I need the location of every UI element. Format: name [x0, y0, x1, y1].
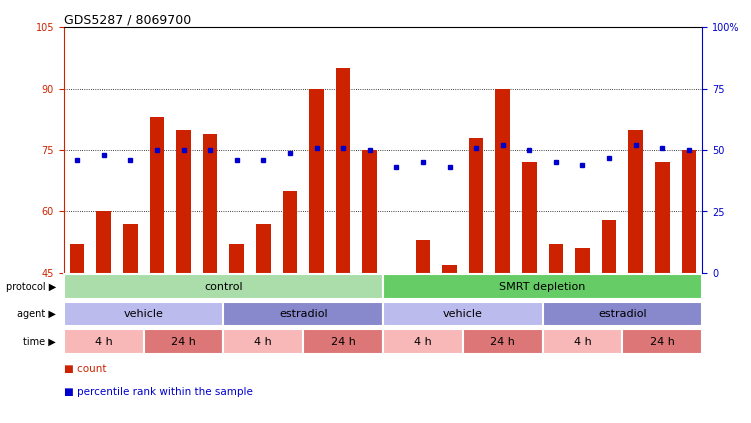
Text: GDS5287 / 8069700: GDS5287 / 8069700 — [64, 14, 191, 26]
Bar — [64, 274, 383, 299]
Text: 24 h: 24 h — [490, 337, 515, 346]
Bar — [282, 191, 297, 273]
Bar — [383, 302, 542, 327]
Bar — [363, 150, 377, 273]
Text: ■ count: ■ count — [64, 364, 107, 374]
Bar — [383, 274, 702, 299]
Bar — [463, 329, 542, 354]
Bar — [629, 130, 643, 273]
Bar — [548, 244, 563, 273]
Text: estradiol: estradiol — [279, 309, 327, 319]
Bar — [70, 244, 84, 273]
Text: estradiol: estradiol — [598, 309, 647, 319]
Bar — [602, 220, 617, 273]
Bar — [655, 162, 670, 273]
Text: protocol ▶: protocol ▶ — [5, 282, 56, 291]
Text: SMRT depletion: SMRT depletion — [499, 282, 586, 291]
Bar — [442, 265, 457, 273]
Bar — [623, 329, 702, 354]
Bar — [224, 329, 303, 354]
Bar — [522, 162, 537, 273]
Bar — [64, 302, 224, 327]
Text: 24 h: 24 h — [650, 337, 674, 346]
Bar — [682, 150, 696, 273]
Bar — [149, 118, 164, 273]
Bar — [496, 89, 510, 273]
Text: 4 h: 4 h — [255, 337, 272, 346]
Bar — [229, 244, 244, 273]
Text: 4 h: 4 h — [574, 337, 591, 346]
Text: vehicle: vehicle — [443, 309, 483, 319]
Bar — [336, 69, 351, 273]
Text: agent ▶: agent ▶ — [17, 309, 56, 319]
Bar — [203, 134, 218, 273]
Bar — [469, 138, 484, 273]
Bar — [543, 302, 702, 327]
Bar — [256, 224, 270, 273]
Bar — [96, 212, 111, 273]
Text: 4 h: 4 h — [414, 337, 432, 346]
Bar — [176, 130, 191, 273]
Bar — [543, 329, 623, 354]
Text: vehicle: vehicle — [124, 309, 164, 319]
Bar — [575, 248, 590, 273]
Text: 4 h: 4 h — [95, 337, 113, 346]
Bar — [303, 329, 383, 354]
Bar — [224, 302, 383, 327]
Bar — [64, 329, 143, 354]
Bar — [143, 329, 224, 354]
Bar — [123, 224, 137, 273]
Text: 24 h: 24 h — [171, 337, 196, 346]
Text: ■ percentile rank within the sample: ■ percentile rank within the sample — [64, 387, 252, 397]
Text: time ▶: time ▶ — [23, 337, 56, 346]
Text: control: control — [204, 282, 243, 291]
Bar — [415, 240, 430, 273]
Bar — [383, 329, 463, 354]
Text: 24 h: 24 h — [330, 337, 355, 346]
Bar — [309, 89, 324, 273]
